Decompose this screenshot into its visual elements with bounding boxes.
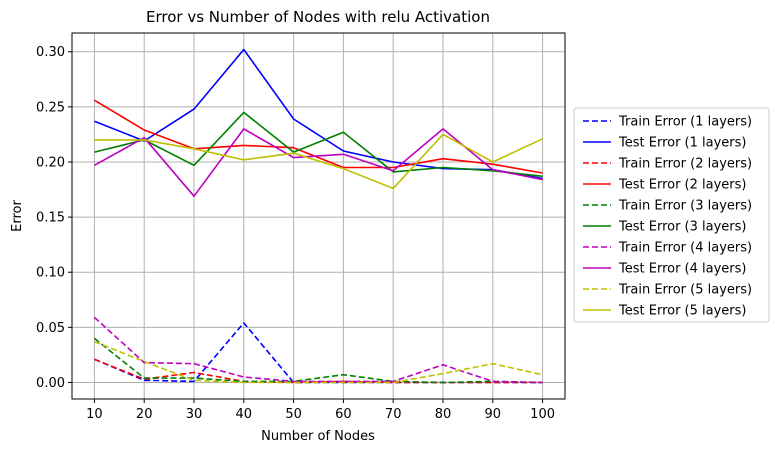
legend-label: Test Error (3 layers) <box>618 220 747 235</box>
y-axis-label: Error <box>10 200 25 232</box>
x-tick-label: 90 <box>485 407 502 422</box>
legend-label: Train Error (3 layers) <box>618 199 752 214</box>
x-tick-label: 80 <box>435 407 452 422</box>
legend-label: Test Error (2 layers) <box>618 178 747 193</box>
legend-label: Train Error (5 layers) <box>618 283 752 298</box>
legend-label: Train Error (2 layers) <box>618 157 752 172</box>
series-line-test-4-layers <box>94 128 543 197</box>
legend: Train Error (1 layers) Test Error (1 laye… <box>573 107 770 323</box>
y-tick-label: 0.30 <box>36 45 65 60</box>
series-layer <box>93 48 543 384</box>
legend-label: Train Error (4 layers) <box>618 241 752 256</box>
x-tick-label: 20 <box>136 407 153 422</box>
y-tick-label: 0.20 <box>36 155 65 170</box>
axis-ticks: 10 20 30 40 50 60 70 80 90 100 0.00 0.05 0.10 0.15 0.2… <box>36 45 555 422</box>
x-tick-label: 40 <box>236 407 253 422</box>
legend-label: Test Error (1 layers) <box>618 136 747 151</box>
x-tick-label: 30 <box>186 407 203 422</box>
series-line-test-2-layers <box>93 99 543 174</box>
y-tick-label: 0.05 <box>36 321 65 336</box>
x-tick-label: 100 <box>530 407 555 422</box>
chart-title: Error vs Number of Nodes with relu Activ… <box>146 8 490 26</box>
y-tick-label: 0.25 <box>36 100 65 115</box>
series-line-test-3-layers <box>94 111 543 178</box>
legend-label: Train Error (1 layers) <box>618 115 752 130</box>
y-tick-label: 0.10 <box>36 266 65 281</box>
series-line-train-5-layers <box>94 340 543 384</box>
legend-box <box>573 107 770 323</box>
y-tick-label: 0.00 <box>36 376 65 391</box>
legend-label: Test Error (4 layers) <box>618 262 747 277</box>
y-tick-label: 0.15 <box>36 211 65 226</box>
x-tick-label: 70 <box>385 407 402 422</box>
series-line-train-3-layers <box>93 337 543 384</box>
series-line-train-4-layers <box>93 316 543 384</box>
x-tick-label: 10 <box>86 407 103 422</box>
plot-frame <box>71 32 566 400</box>
x-tick-label: 60 <box>335 407 352 422</box>
series-line-test-5-layers <box>94 133 543 190</box>
legend-label: Test Error (5 layers) <box>618 304 747 319</box>
x-tick-label: 50 <box>285 407 302 422</box>
x-axis-label: Number of Nodes <box>261 429 375 444</box>
